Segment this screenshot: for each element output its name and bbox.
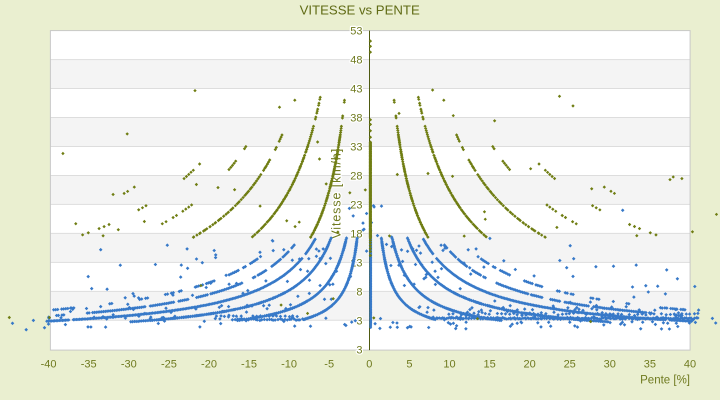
svg-text:35: 35 (644, 359, 656, 371)
svg-text:3: 3 (356, 345, 362, 357)
svg-text:-35: -35 (81, 359, 97, 371)
svg-text:8: 8 (356, 286, 362, 298)
svg-text:23: 23 (350, 199, 362, 211)
svg-text:10: 10 (443, 359, 455, 371)
svg-text:0: 0 (366, 359, 372, 371)
svg-text:-5: -5 (324, 359, 334, 371)
svg-text:25: 25 (564, 359, 576, 371)
svg-text:15: 15 (483, 359, 495, 371)
svg-text:33: 33 (350, 142, 362, 154)
svg-text:-20: -20 (201, 359, 217, 371)
svg-text:-10: -10 (281, 359, 297, 371)
svg-text:VITESSE vs PENTE: VITESSE vs PENTE (300, 2, 420, 17)
svg-text:30: 30 (604, 359, 616, 371)
svg-text:48: 48 (350, 55, 362, 67)
svg-text:43: 43 (350, 84, 362, 96)
svg-text:-30: -30 (121, 359, 137, 371)
svg-text:20: 20 (523, 359, 535, 371)
svg-text:-40: -40 (41, 359, 57, 371)
svg-text:38: 38 (350, 113, 362, 125)
svg-text:-15: -15 (241, 359, 257, 371)
svg-text:40: 40 (684, 359, 696, 371)
svg-text:18: 18 (350, 228, 362, 240)
svg-text:28: 28 (350, 170, 362, 182)
svg-text:-25: -25 (161, 359, 177, 371)
svg-text:53: 53 (350, 26, 362, 38)
svg-text:Pente [%]: Pente [%] (640, 375, 690, 387)
svg-text:5: 5 (406, 359, 412, 371)
svg-text:3: 3 (356, 315, 362, 327)
